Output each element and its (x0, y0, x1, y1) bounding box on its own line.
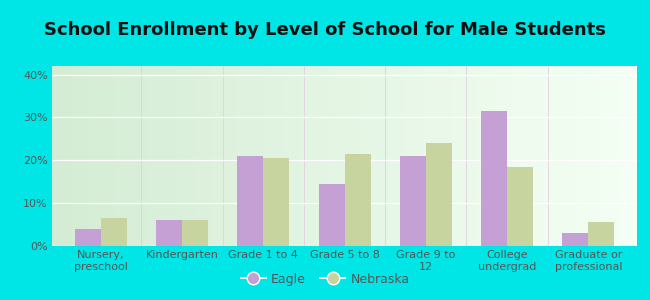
Legend: Eagle, Nebraska: Eagle, Nebraska (235, 268, 415, 291)
Bar (75, 229, 101, 246)
Bar (263, 158, 289, 246)
Text: School Enrollment by Level of School for Male Students: School Enrollment by Level of School for… (44, 21, 606, 39)
Bar (344, 154, 370, 246)
Bar (507, 167, 533, 246)
Bar (426, 143, 452, 246)
Bar (182, 220, 208, 246)
Bar (156, 220, 182, 246)
Bar (481, 111, 507, 246)
Bar (318, 184, 344, 246)
Bar (588, 222, 614, 246)
Bar (237, 156, 263, 246)
Bar (101, 218, 127, 246)
Bar (562, 233, 588, 246)
Bar (400, 156, 426, 246)
